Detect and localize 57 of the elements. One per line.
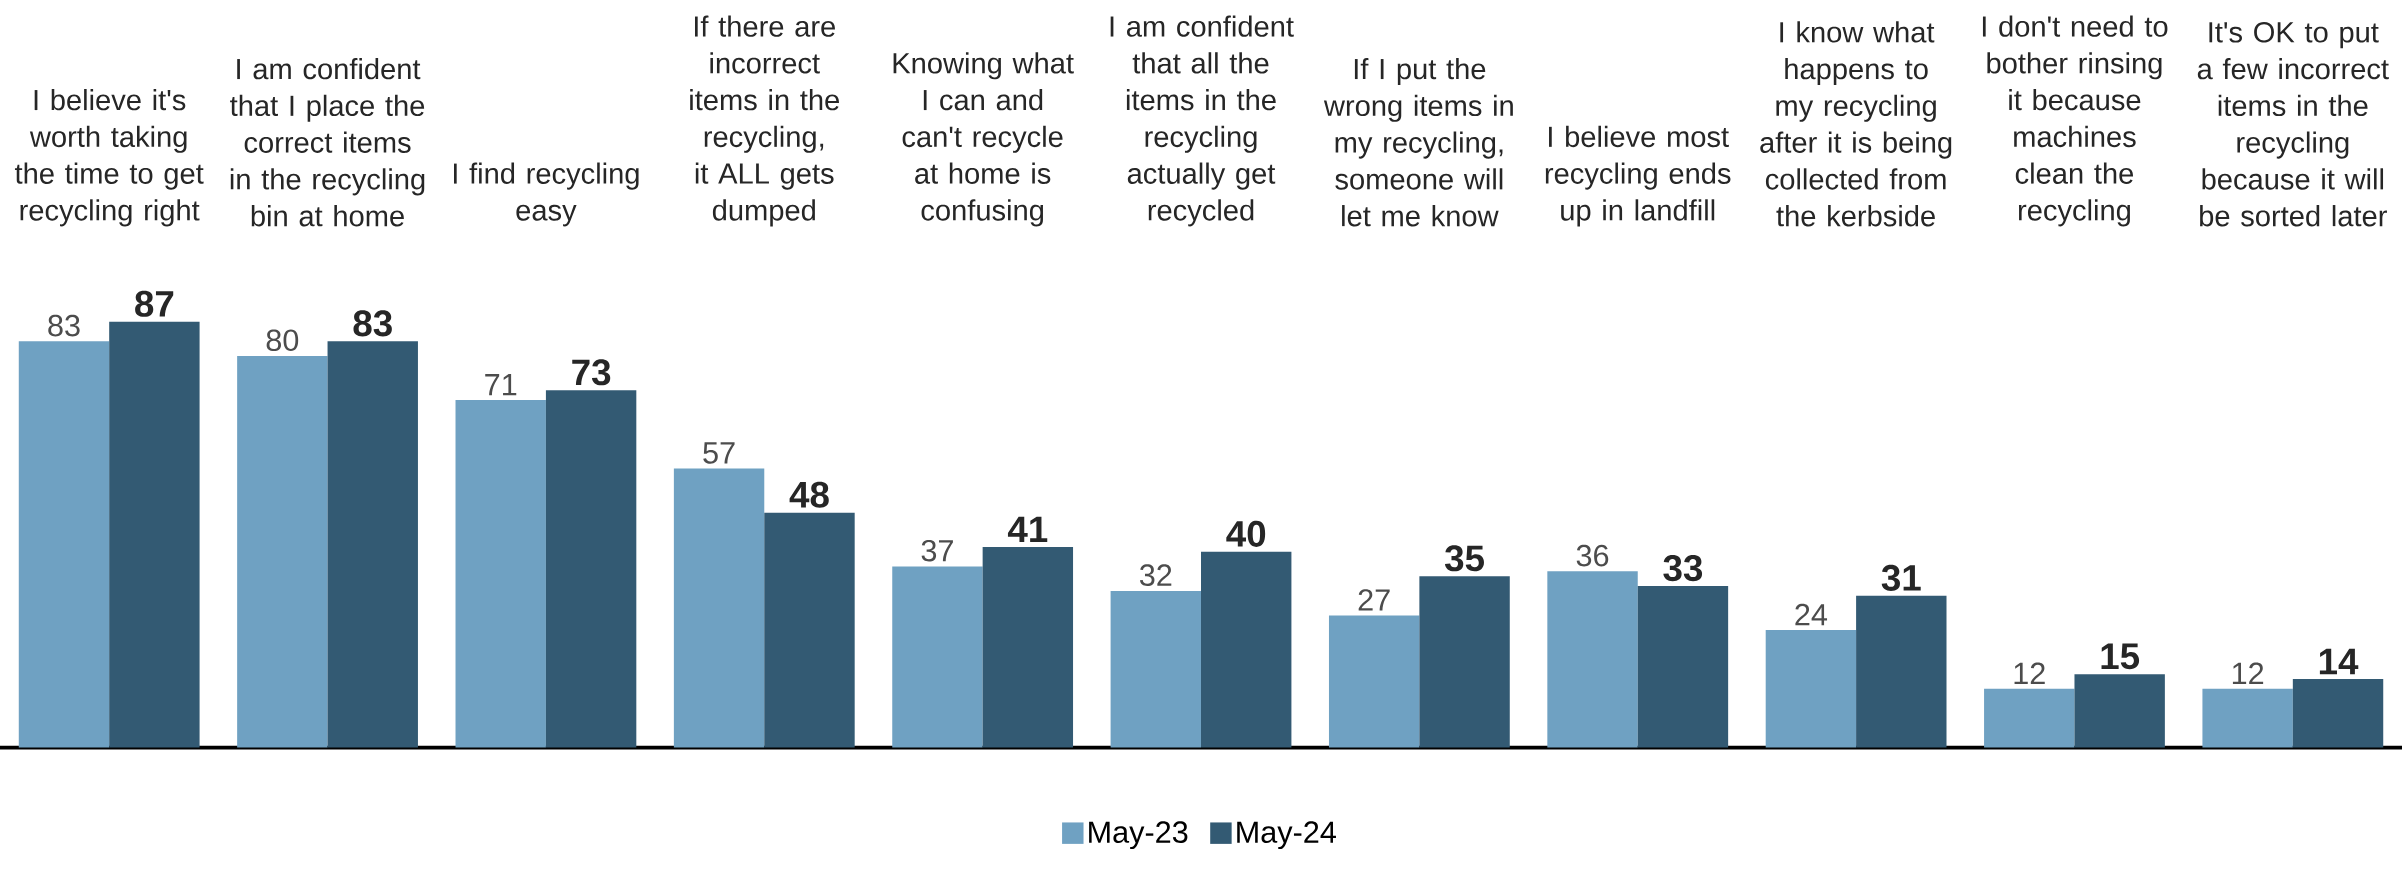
bar [1419, 576, 1510, 748]
bar [892, 566, 983, 748]
bar [109, 321, 200, 748]
bar [327, 341, 418, 748]
data-label: 33 [1663, 555, 1703, 582]
data-label: 12 [2014, 662, 2045, 684]
data-label: 12 [2232, 662, 2264, 684]
bar [1110, 590, 1202, 748]
x-tick-label: If there are incorrect items in the recycling, it ALL gets dumped [690, 15, 839, 227]
data-label: 57 [703, 442, 735, 464]
data-label: 27 [1358, 589, 1390, 611]
data-label: 83 [48, 314, 80, 337]
bar [1637, 586, 1729, 748]
x-tick-label: It's OK to put a few incorrect items in the recycling because it will be sorted later [2197, 21, 2389, 227]
legend-label: May-23 [1089, 821, 1188, 850]
bar [1201, 551, 1292, 748]
bar [2202, 688, 2293, 748]
data-label: 36 [1576, 544, 1609, 567]
data-label: 73 [572, 359, 611, 386]
x-tick-label: Knowing what I can and can't recycle at home is confusing [893, 52, 1074, 227]
data-label: 31 [1881, 564, 1921, 591]
data-label: 24 [1795, 603, 1828, 626]
data-label: 87 [135, 290, 174, 317]
bar [982, 546, 1074, 748]
bar [1856, 595, 1947, 748]
data-label: 37 [921, 539, 953, 562]
legend-label: May-24 [1237, 821, 1336, 850]
bar [545, 390, 637, 748]
x-tick-label: I believe most recycling ends up in landfill [1545, 125, 1731, 227]
x-tick-label: I am confident that I place the correct items in the recycling bin at home [230, 57, 425, 227]
data-label: 15 [2101, 643, 2140, 670]
bar [764, 512, 855, 748]
data-label: 48 [789, 481, 829, 508]
data-label: 35 [1444, 545, 1484, 572]
bar [2074, 674, 2165, 748]
bar [1328, 615, 1420, 748]
bar [673, 468, 765, 748]
bar [1547, 571, 1638, 748]
x-tick-label: I believe it's worth taking the time to get recycling right [14, 89, 204, 227]
data-label: 32 [1139, 564, 1172, 587]
bar [1765, 630, 1857, 748]
data-label: 41 [1007, 516, 1048, 543]
x-tick-label: I am confident that all the items in the recycling actually get recycled [1110, 15, 1294, 227]
x-tick-label: I find recycling easy [453, 162, 639, 227]
x-tick-label: I don't need to bother rinsing it because machines clean the recycling [1982, 15, 2168, 227]
data-label: 80 [266, 329, 299, 352]
bar [18, 341, 110, 748]
data-label: 83 [353, 310, 392, 337]
x-tick-label: I know what happens to my recycling after it is being collected from the kerbside [1760, 21, 1952, 227]
data-label: 40 [1226, 520, 1266, 547]
data-label: 71 [485, 374, 517, 396]
bar [455, 400, 546, 748]
x-tick-label: If I put the wrong items in my recycling, someone will let me know [1323, 57, 1513, 227]
data-label: 14 [2319, 648, 2359, 675]
bar [237, 356, 328, 748]
bar [1984, 688, 2075, 748]
bar [2292, 679, 2384, 748]
